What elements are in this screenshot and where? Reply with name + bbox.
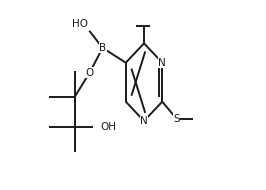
Text: N: N	[158, 58, 166, 68]
Text: N: N	[140, 116, 148, 126]
Text: B: B	[99, 43, 106, 53]
Text: S: S	[173, 114, 180, 124]
Text: HO: HO	[72, 19, 88, 29]
Text: O: O	[86, 68, 94, 78]
Text: OH: OH	[100, 122, 116, 132]
